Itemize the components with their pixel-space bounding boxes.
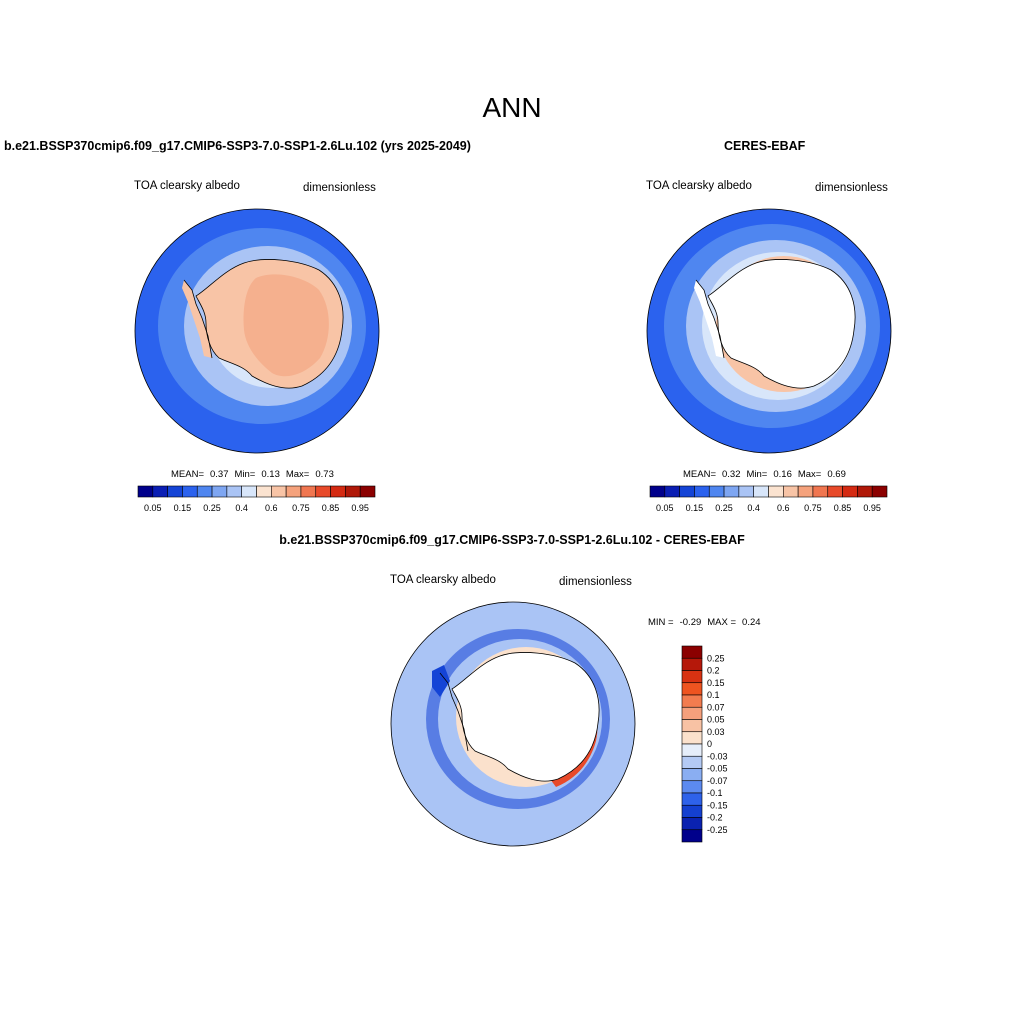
colorbar-swatch — [708, 485, 725, 498]
colorbar-swatch — [681, 682, 703, 696]
colorbar-tick-label: -0.07 — [707, 776, 728, 786]
panel-3-units: dimensionless — [559, 576, 632, 588]
colorbar-tick-label: -0.03 — [707, 751, 728, 761]
panel-3-map — [390, 601, 636, 847]
colorbar-swatch — [681, 817, 703, 831]
colorbar-swatch — [797, 485, 814, 498]
colorbar-tick-label: 0.15 — [174, 503, 192, 513]
colorbar-tick-label: -0.1 — [707, 788, 723, 798]
colorbar-tick-label: 0.25 — [203, 503, 221, 513]
colorbar-swatch — [681, 657, 703, 671]
colorbar-swatch — [681, 792, 703, 806]
colorbar-tick-label: 0.1 — [707, 690, 720, 700]
colorbar-tick-label: 0.6 — [777, 503, 790, 513]
colorbar-swatch — [256, 485, 272, 498]
colorbar-swatch — [857, 485, 873, 498]
colorbar-tick-label: 0.07 — [707, 702, 725, 712]
colorbar-tick-label: 0.15 — [707, 678, 725, 688]
colorbar-swatch — [649, 485, 666, 498]
colorbar-swatch — [681, 694, 703, 708]
colorbar-tick-label: 0.85 — [322, 503, 340, 513]
colorbar-swatch — [681, 719, 703, 733]
colorbar-swatch — [271, 485, 287, 498]
colorbar-swatch — [681, 743, 703, 757]
panel-2-units: dimensionless — [815, 182, 888, 194]
colorbar-tick-label: -0.25 — [707, 825, 728, 835]
colorbar-swatch — [241, 485, 257, 498]
colorbar-swatch — [137, 485, 154, 498]
colorbar-tick-label: 0.05 — [144, 503, 162, 513]
colorbar-swatch — [871, 485, 888, 498]
colorbar-swatch — [842, 485, 858, 498]
colorbar-tick-label: 0.75 — [292, 503, 310, 513]
colorbar-swatch — [694, 485, 710, 498]
colorbar-tick-label: 0.25 — [707, 653, 725, 663]
colorbar-swatch — [211, 485, 228, 498]
panel-1-colorbar: 0.05 0.15 0.25 0.4 0.6 0.75 0.85 0.95 — [137, 485, 376, 513]
colorbar-tick-label: 0 — [707, 739, 712, 749]
panel-3-colorbar: 0.25 0.2 0.15 0.1 0.07 0.05 0.03 0 -0.03 -0.05 -0.… — [681, 645, 728, 843]
panel-2-map — [646, 208, 892, 454]
panel-2-variable: TOA clearsky albedo — [646, 180, 752, 192]
colorbar-swatch — [679, 485, 695, 498]
colorbar-swatch — [738, 485, 754, 498]
colorbar-tick-label: -0.05 — [707, 764, 728, 774]
colorbar-tick-label: 0.4 — [235, 503, 248, 513]
colorbar-swatch — [664, 485, 680, 498]
panel-1-stats: MEAN= 0.37 Min= 0.13 Max= 0.73 — [171, 469, 334, 480]
colorbar-tick-label: 0.6 — [265, 503, 278, 513]
colorbar-swatch — [681, 829, 703, 843]
colorbar-tick-label: 0.95 — [351, 503, 369, 513]
colorbar-swatch — [330, 485, 346, 498]
colorbar-swatch — [152, 485, 168, 498]
colorbar-tick-label: 0.85 — [834, 503, 852, 513]
colorbar-swatch — [827, 485, 843, 498]
colorbar-swatch — [681, 804, 703, 818]
colorbar-tick-label: -0.15 — [707, 800, 728, 810]
colorbar-swatch — [182, 485, 198, 498]
panel-3-stats: MIN = -0.29 MAX = 0.24 — [648, 617, 761, 628]
colorbar-swatch — [812, 485, 829, 498]
panel-2-title: CERES-EBAF — [724, 139, 806, 153]
colorbar-swatch — [300, 485, 317, 498]
colorbar-swatch — [315, 485, 331, 498]
panel-1-units: dimensionless — [303, 182, 376, 194]
panel-1-map — [134, 208, 380, 454]
colorbar-swatch — [359, 485, 376, 498]
colorbar-swatch — [783, 485, 799, 498]
colorbar-tick-label: 0.4 — [747, 503, 760, 513]
colorbar-tick-label: 0.95 — [863, 503, 881, 513]
colorbar-tick-label: 0.75 — [804, 503, 822, 513]
panel-1-title: b.e21.BSSP370cmip6.f09_g17.CMIP6-SSP3-7.… — [4, 139, 471, 153]
colorbar-swatch — [681, 780, 703, 794]
colorbar-swatch — [681, 670, 703, 684]
colorbar-swatch — [285, 485, 302, 498]
colorbar-swatch — [681, 706, 703, 720]
colorbar-tick-label: 0.05 — [707, 715, 725, 725]
colorbar-swatch — [681, 768, 703, 782]
panel-1-variable: TOA clearsky albedo — [134, 180, 240, 192]
colorbar-swatch — [681, 755, 703, 769]
colorbar-swatch — [768, 485, 784, 498]
colorbar-swatch — [226, 485, 242, 498]
colorbar-swatch — [167, 485, 183, 498]
colorbar-swatch — [753, 485, 769, 498]
panel-3-title: b.e21.BSSP370cmip6.f09_g17.CMIP6-SSP3-7.… — [279, 533, 745, 547]
colorbar-swatch — [345, 485, 361, 498]
colorbar-tick-label: 0.25 — [715, 503, 733, 513]
colorbar-swatch — [681, 731, 703, 745]
colorbar-swatch — [723, 485, 740, 498]
colorbar-tick-label: 0.2 — [707, 666, 720, 676]
colorbar-tick-label: 0.15 — [686, 503, 704, 513]
panel-3-variable: TOA clearsky albedo — [390, 574, 496, 586]
panel-2-stats: MEAN= 0.32 Min= 0.16 Max= 0.69 — [683, 469, 846, 480]
colorbar-tick-label: -0.2 — [707, 813, 723, 823]
colorbar-swatch — [681, 645, 703, 659]
colorbar-swatch — [196, 485, 213, 498]
colorbar-tick-label: 0.05 — [656, 503, 674, 513]
panel-2-colorbar: 0.05 0.15 0.25 0.4 0.6 0.75 0.85 0.95 — [649, 485, 888, 513]
main-title: ANN — [482, 92, 542, 123]
colorbar-tick-label: 0.03 — [707, 727, 725, 737]
